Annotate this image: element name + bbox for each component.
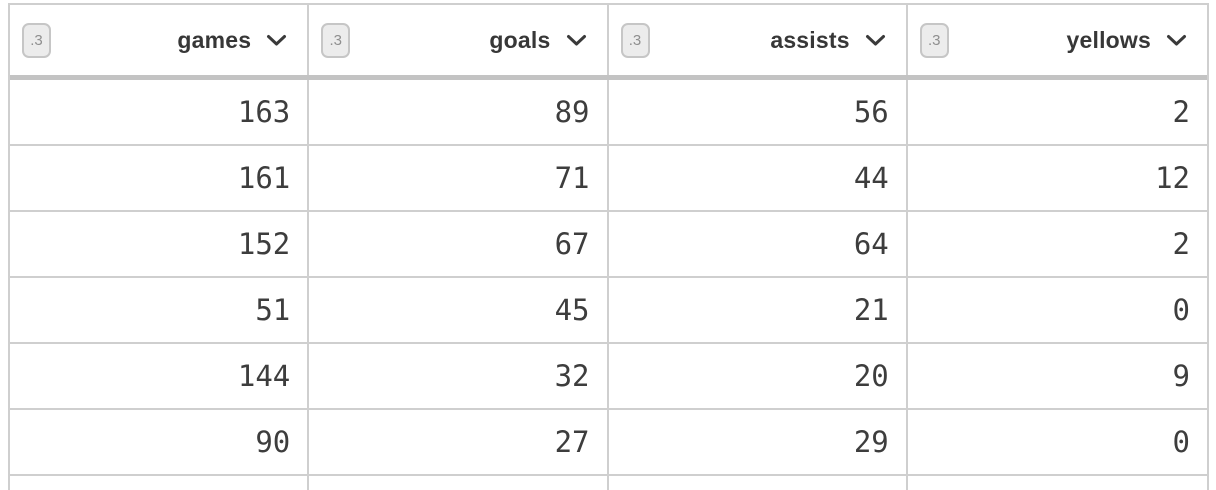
table-cell[interactable]: 0 [1172,293,1190,327]
table-cell[interactable]: 161 [10,146,310,210]
table-cell[interactable] [309,476,609,490]
table-cell[interactable]: 67 [309,212,609,276]
table-cell[interactable]: 71 [309,146,609,210]
table-header-row: .3 games .3 goals .3 assists .3 yellows [10,5,1207,75]
chevron-down-icon[interactable] [1166,34,1187,47]
column-header-goals[interactable]: .3 goals [309,5,609,75]
table-cell[interactable]: 12 [1155,161,1190,195]
column-type-badge: .3 [919,22,949,58]
column-type-badge: .3 [321,22,351,58]
table-cell[interactable]: 0 [1172,425,1190,459]
chevron-down-icon[interactable] [865,34,886,47]
table-cell[interactable]: 64 [609,212,908,276]
table-cell[interactable]: 152 [10,212,310,276]
column-type-badge: .3 [22,22,51,58]
table-cell[interactable]: 51 [10,278,310,342]
table-cell[interactable]: 2 [1172,95,1190,129]
table-row: 144 32 20 9 [10,344,1207,410]
table-cell[interactable]: 27 [309,410,609,474]
header-divider [10,75,1207,80]
table-cell[interactable]: 45 [309,278,609,342]
column-header-label: goals [489,26,551,53]
table-cell[interactable]: 89 [309,80,609,144]
table-cell[interactable] [10,476,310,490]
table-cell[interactable]: 32 [309,344,609,408]
table-cell[interactable]: 144 [10,344,310,408]
column-header-yellows[interactable]: .3 yellows [907,5,1207,75]
table-row: 51 45 21 0 [10,278,1207,344]
table-cell[interactable]: 90 [10,410,310,474]
chevron-down-icon[interactable] [566,34,587,47]
table-cell[interactable]: 44 [609,146,908,210]
table-cell[interactable] [609,476,908,490]
column-header-label: games [177,26,252,53]
table-row: 163 89 56 2 [10,80,1207,146]
table-row: 152 67 64 2 [10,212,1207,278]
column-header-label: yellows [1066,26,1151,53]
chevron-down-icon[interactable] [266,34,287,47]
table-cell[interactable]: 163 [10,80,310,144]
column-header-games[interactable]: .3 games [10,5,310,75]
table-cell[interactable] [908,476,1207,490]
data-table: .3 games .3 goals .3 assists .3 yellows [8,3,1209,490]
table-cell[interactable]: 21 [609,278,908,342]
table-cell[interactable]: 20 [609,344,908,408]
table-row: 161 71 44 12 [10,146,1207,212]
table-cell[interactable]: 9 [1172,359,1190,393]
column-header-label: assists [770,26,850,53]
table-row-clipped [10,476,1207,490]
table-cell[interactable]: 2 [1172,227,1190,261]
column-type-badge: .3 [620,22,650,58]
table-cell[interactable]: 29 [609,410,908,474]
table-row: 90 27 29 0 [10,410,1207,476]
table-cell[interactable]: 56 [609,80,908,144]
column-header-assists[interactable]: .3 assists [608,5,908,75]
